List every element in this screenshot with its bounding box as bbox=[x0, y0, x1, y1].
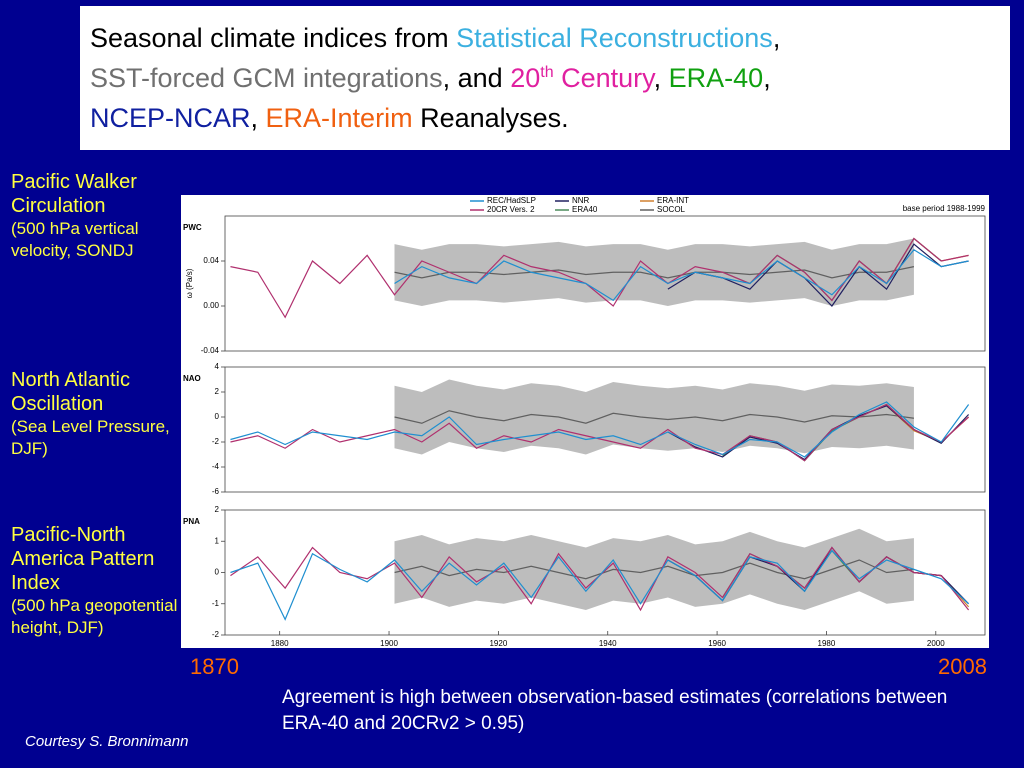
legend-label: ERA-INT bbox=[657, 196, 689, 205]
series-line bbox=[394, 248, 969, 302]
title-segment: SST-forced GCM integrations bbox=[90, 63, 443, 93]
label-heading: North Atlantic Oscillation bbox=[11, 369, 130, 415]
panel-label: PNA bbox=[183, 517, 200, 526]
x-tick-label: 2000 bbox=[927, 639, 945, 648]
end-year: 2008 bbox=[938, 654, 987, 679]
y-tick-label: 4 bbox=[215, 362, 220, 371]
title-segment: , bbox=[653, 63, 669, 93]
y-tick-label: -2 bbox=[212, 630, 220, 639]
x-tick-label: 1880 bbox=[271, 639, 289, 648]
title-segment: ERA-40 bbox=[668, 63, 764, 93]
y-tick-label: 1 bbox=[215, 536, 220, 545]
label-heading: Pacific-North America Pattern Index bbox=[11, 524, 155, 594]
nao-label: North Atlantic Oscillation (Sea Level Pre… bbox=[11, 368, 179, 460]
y-tick-label: 2 bbox=[215, 505, 220, 514]
y-tick-label: 0.04 bbox=[203, 256, 219, 265]
legend-label: ERA40 bbox=[572, 205, 598, 214]
legend-label: SOCOL bbox=[657, 205, 686, 214]
legend-label: REC/HadSLP bbox=[487, 196, 536, 205]
y-tick-label: 2 bbox=[215, 387, 220, 396]
x-tick-label: 1940 bbox=[599, 639, 617, 648]
title-box: Seasonal climate indices from Statistica… bbox=[80, 6, 1010, 150]
title-segment: Century bbox=[553, 63, 654, 93]
x-tick-label: 1960 bbox=[708, 639, 726, 648]
y-tick-label: -0.04 bbox=[201, 346, 220, 355]
x-tick-label: 1980 bbox=[818, 639, 836, 648]
label-detail: (500 hPa geopotential height, DJF) bbox=[11, 596, 178, 637]
series-line bbox=[230, 401, 970, 458]
y-tick-label: 0 bbox=[215, 412, 220, 421]
title-segment: , and bbox=[442, 63, 511, 93]
y-tick-label: -6 bbox=[212, 487, 220, 496]
x-tick-label: 1900 bbox=[380, 639, 398, 648]
legend-label: 20CR Vers. 2 bbox=[487, 205, 535, 214]
title-segment: Seasonal climate indices from bbox=[90, 23, 457, 53]
y-tick-label: 0 bbox=[215, 568, 220, 577]
title-segment: , bbox=[250, 103, 266, 133]
x-tick-label: 1920 bbox=[489, 639, 507, 648]
title-segment: 20 bbox=[510, 63, 541, 93]
y-tick-label: 0.00 bbox=[203, 301, 219, 310]
title-segment: , bbox=[772, 23, 781, 53]
panel-label: PWC bbox=[183, 223, 202, 232]
title-segment: th bbox=[540, 64, 554, 81]
title-segment: NCEP-NCAR bbox=[90, 103, 251, 133]
y-tick-label: -1 bbox=[212, 599, 220, 608]
pwc-label: Pacific Walker Circulation (500 hPa verti… bbox=[11, 170, 179, 262]
label-detail: (Sea Level Pressure, DJF) bbox=[11, 417, 170, 458]
y-tick-label: -2 bbox=[212, 437, 220, 446]
label-heading: Pacific Walker Circulation bbox=[11, 171, 137, 217]
title-segment: Reanalyses. bbox=[412, 103, 569, 133]
plot-frame bbox=[224, 366, 986, 493]
pna-label: Pacific-North America Pattern Index (500 … bbox=[11, 523, 179, 639]
title-segment: Statistical Reconstructions bbox=[456, 23, 773, 53]
title-segment: , bbox=[763, 63, 771, 93]
credit: Courtesy S. Bronnimann bbox=[25, 733, 189, 750]
series-line bbox=[394, 559, 914, 580]
note: Agreement is high between observation-ba… bbox=[282, 687, 948, 734]
series-line bbox=[230, 549, 970, 621]
panel-label: NAO bbox=[183, 374, 201, 383]
spread-band bbox=[394, 379, 914, 455]
label-detail: (500 hPa vertical velocity, SONDJ bbox=[11, 219, 139, 260]
series-line bbox=[394, 410, 915, 424]
title-segment: ERA-Interim bbox=[265, 103, 413, 133]
y-tick-label: -4 bbox=[212, 462, 220, 471]
legend-label: NNR bbox=[572, 196, 590, 205]
start-year: 1870 bbox=[190, 654, 239, 679]
y-axis-label: ω (Pa/s) bbox=[185, 268, 194, 298]
plot-frame bbox=[224, 215, 986, 352]
annotation: base period 1988-1999 bbox=[903, 204, 986, 213]
